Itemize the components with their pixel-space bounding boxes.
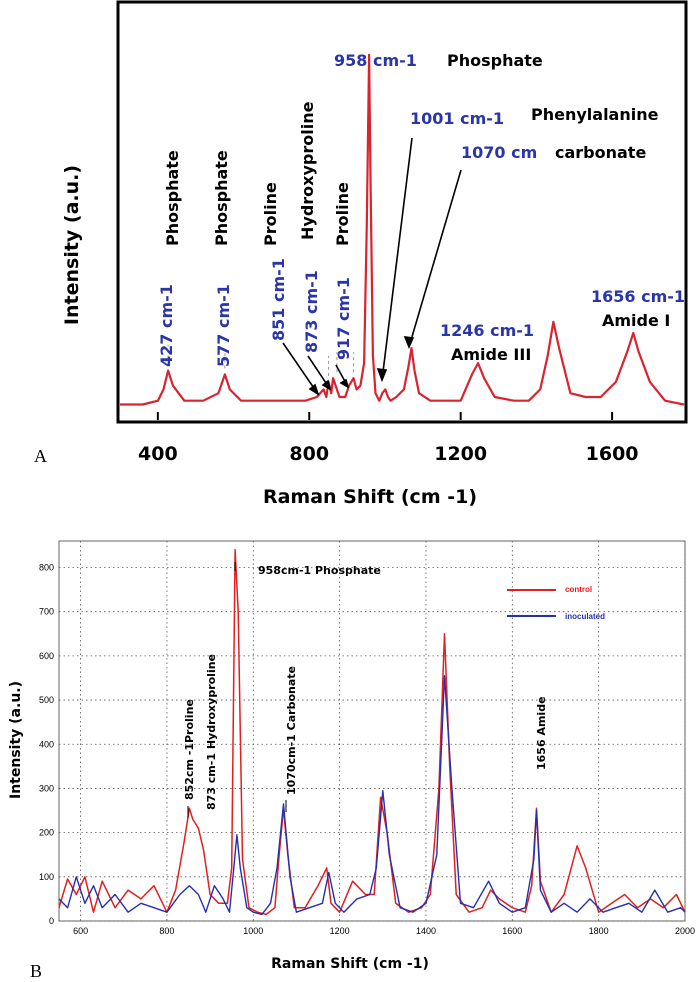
label-1070-name: carbonate [555,143,646,162]
label-851: 851 cm-1 [269,258,288,341]
arrow-851 [282,342,319,395]
panel-b-xtick-label: 1200 [330,926,350,936]
label-958: 958 cm-1 [334,51,417,70]
panel-a-xtick-label: 1600 [586,443,639,465]
legend: control inoculated [507,585,605,621]
panel-b-frame [58,540,686,922]
panel-b-ticks: 600 800 1000 1200 1400 1600 1800 2000 0 100 200 300… [39,563,695,936]
label-1246: 1246 cm-1 [440,321,534,340]
label-b-958: 958cm-1 Phosphate [258,564,381,577]
panel-b-ytick-label: 800 [39,563,54,573]
label-427-name: Phosphate [163,150,182,246]
legend-inoculated-label: inoculated [565,612,605,621]
label-1246-name: Amide III [451,345,531,364]
label-873: 873 cm-1 [302,270,321,353]
panel-b-ytick-label: 0 [49,916,54,926]
label-b-1070: 1070cm-1 Carbonate [285,666,298,795]
panel-b-xtick-label: 800 [159,926,174,936]
panel-b-grid [59,541,686,922]
panel-a-frame [116,0,688,424]
panel-b-ytick-label: 600 [39,651,54,661]
label-1001: 1001 cm-1 [410,109,504,128]
panel-b-xtick-label: 1400 [416,926,436,936]
label-851-name: Proline [261,182,280,246]
inoculated-line [58,675,686,916]
panel-b-ytick-label: 300 [39,783,54,793]
panel-a-arrows [282,137,462,396]
label-873-name: Hydroxyproline [298,101,317,240]
label-b-873: 873 cm-1 Hydroxyproline [205,654,218,810]
panel-b-ylabel: Intensity (a.u.) [8,681,24,799]
label-b-1656: 1656 Amide [535,696,548,770]
label-1070: 1070 cm [461,143,537,162]
panel-a-xlabel: Raman Shift (cm -1) [263,486,477,508]
panel-a-letter: A [34,446,47,466]
label-917-name: Proline [333,182,352,246]
arrow-851-head [308,383,320,396]
panel-b-letter: B [30,961,42,981]
panel-b-ytick-label: 700 [39,607,54,617]
panel-b-xtick-label: 600 [73,926,88,936]
label-1656: 1656 cm-1 [591,287,685,306]
panel-b-ytick-label: 200 [39,828,54,838]
panel-b: 600 800 1000 1200 1400 1600 1800 2000 0 100 200 300… [8,540,695,981]
label-958-name: Phosphate [447,51,543,70]
panel-a-ylabel: Intensity (a.u.) [61,165,83,325]
label-1001-name: Phenylalanine [531,105,659,124]
panel-a: 400 800 1200 1600 427 cm-1 Phosphate 577 cm… [34,0,688,508]
label-b-852: 852cm -1Proline [183,699,196,800]
panel-b-xlabel: Raman Shift (cm -1) [271,956,429,972]
label-917: 917 cm-1 [334,277,353,360]
panel-a-xtick-label: 1200 [434,443,487,465]
panel-b-ytick-label: 500 [39,695,54,705]
panel-a-ticks: 400 800 1200 1600 [138,412,639,465]
panel-b-xtick-label: 1600 [502,926,522,936]
panel-a-xtick-label: 800 [289,443,329,465]
panel-b-xtick-label: 1000 [243,926,263,936]
spectrum-a-line [120,53,685,406]
control-line [58,549,686,916]
arrow-1001 [381,137,413,381]
label-577-name: Phosphate [212,150,231,246]
panel-a-xtick-label: 400 [138,443,178,465]
legend-control-label: control [565,585,592,594]
arrow-1070-head [403,336,415,350]
arrow-873-head [321,379,332,391]
label-427: 427 cm-1 [157,284,176,367]
panel-b-ytick-label: 100 [39,872,54,882]
panel-b-xtick-label: 2000 [675,926,695,936]
panel-b-xtick-label: 1800 [589,926,609,936]
arrow-1001-head [376,368,388,383]
label-577: 577 cm-1 [214,284,233,367]
arrow-917-head [339,378,350,389]
panel-b-ytick-label: 400 [39,739,54,749]
label-1656-name: Amide I [602,311,670,330]
arrow-1070 [408,169,462,348]
